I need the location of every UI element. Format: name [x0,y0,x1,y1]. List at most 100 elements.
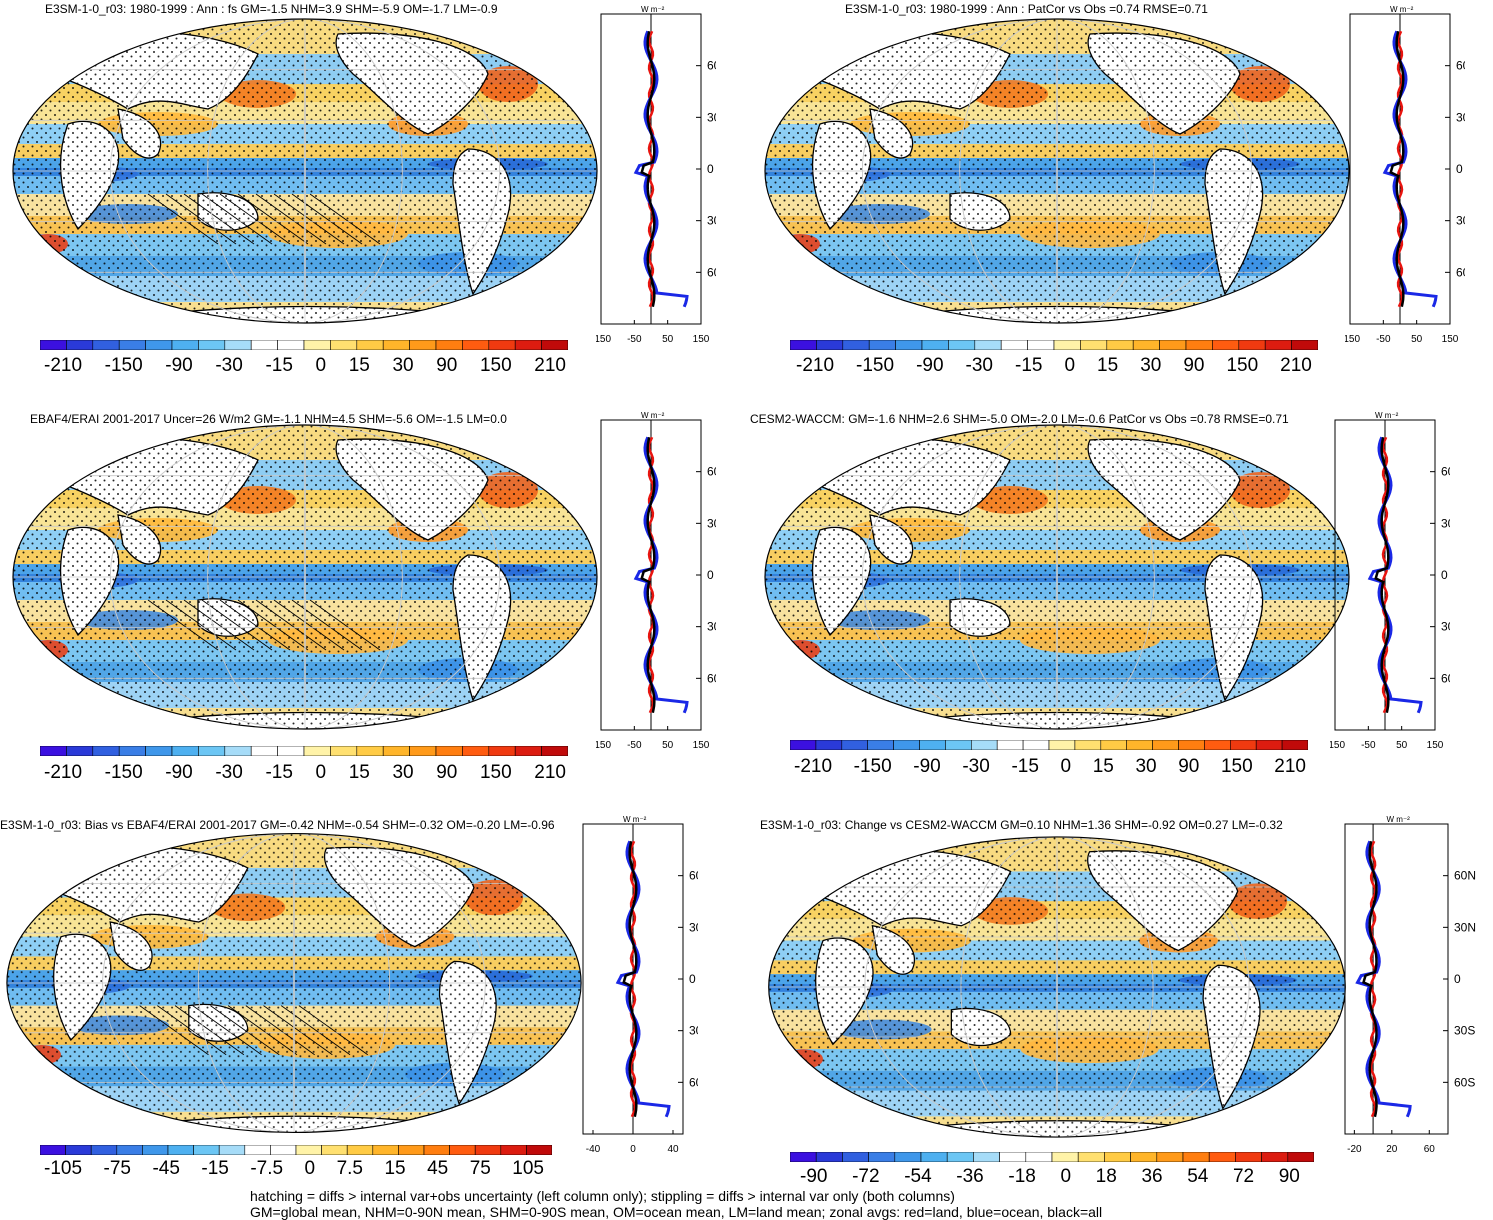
colorbar-swatch [1255,740,1283,750]
colorbar-label: 210 [1280,355,1312,376]
graticule-line [207,425,403,729]
colorbar-swatch [198,340,226,350]
zonal-lat-label: 0 [707,568,714,582]
colorbar-swatch [1264,340,1292,350]
colorbar-label: 0 [315,355,327,376]
colorbar-swatch [118,746,146,756]
colorbar-swatch [303,746,331,756]
colorbar-swatch [514,340,542,350]
zonal-all-line [640,436,656,714]
zonal-lat-label: 60S [1454,1075,1475,1089]
zonal-land-line [1369,840,1377,1118]
colorbar-label: -90 [165,762,193,783]
colorbar-labels-4: -210 -150 -90 -30 -15 0 15 30 90 150 210 [794,756,1306,778]
colorbar-swatch [118,340,146,350]
colorbar-swatch [40,746,67,756]
zonal-lat-label: 30S [689,1024,698,1038]
zonal-unit-label: W m⁻² [1390,5,1414,14]
zonal-lat-label: 30N [707,110,716,124]
colorbar-labels-5: -105 -75 -45 -15 -7.5 0 7.5 15 45 75 105 [44,1158,544,1180]
graticule-line [304,19,306,323]
colorbar-swatch [270,1145,297,1155]
hatching-line [183,193,255,245]
colorbar-swatch [895,340,923,350]
colorbar-swatch [90,1145,118,1155]
colorbar-swatch [1106,340,1134,350]
colorbar-label: 90 [1278,1166,1300,1187]
hatching-line [147,599,219,651]
colorbar-label: 30 [392,355,414,376]
colorbar-swatch [1104,1152,1131,1162]
colorbar-label: 210 [534,762,566,783]
colorbar-swatch [514,746,542,756]
hatching-line [147,193,219,245]
colorbar-swatch [1074,740,1102,750]
colorbar-swatch [842,340,870,350]
colorbar-label: 75 [469,1158,491,1179]
colorbar-swatch [66,340,94,350]
colorbar-swatch [277,340,305,350]
graticule-line [1056,425,1058,729]
colorbar-4 [790,740,1308,750]
colorbar-label: -90 [913,756,941,777]
hatching-line [309,193,381,245]
colorbar-label: 30 [1135,756,1157,777]
map-panel-4 [764,424,1350,730]
zonal-lat-label: 60N [689,869,698,883]
map-border [764,18,1350,324]
colorbar-swatch [382,340,410,350]
zonal-x-label: 60 [1424,1144,1436,1155]
graticule-line [109,425,501,729]
map-field [765,19,1349,323]
graticule-line [864,836,1250,1138]
zonal-lat-label: 30N [1441,516,1450,530]
map-panel-2 [764,18,1350,324]
colorbar-swatch [500,1145,527,1155]
colorbar-label: -150 [856,355,895,376]
zonal-ocean-line [633,436,689,714]
colorbar-label: 150 [1226,355,1259,376]
colorbar-swatch [1235,1152,1262,1162]
hatching-line [219,193,291,245]
colorbar-swatch [541,340,568,350]
zonal-x-label: 50 [662,334,674,345]
colorbar-swatch [488,746,516,756]
hatching-line [227,1005,298,1056]
graticule-line [959,19,1155,323]
colorbar-label: 30 [392,762,414,783]
colorbar-label: -90 [165,355,193,376]
zonal-lat-label: 0 [1454,972,1461,986]
colorbar-swatch [971,740,998,750]
colorbar-label: -90 [800,1166,828,1187]
colorbar-label: -54 [904,1166,932,1187]
colorbar-swatch [1185,340,1213,350]
colorbar-label: 210 [1274,756,1306,777]
colorbar-swatch [193,1145,220,1155]
zonal-x-label: -150 [596,334,611,345]
colorbar-swatch [816,340,844,350]
colorbar-swatch [198,746,226,756]
colorbar-swatch [277,746,305,756]
zonal-land-line [1396,30,1404,308]
colorbar-swatch [1080,340,1108,350]
zonal-land-line [629,840,637,1118]
zonal-lat-label: 30S [1456,214,1465,228]
colorbar-swatch [1261,1152,1289,1162]
colorbar-label: -45 [152,1158,180,1179]
colorbar-swatch [167,1145,194,1155]
colorbar-label: -150 [104,762,143,783]
colorbar-swatch [526,1145,552,1155]
map-border [12,424,598,730]
colorbar-label: 150 [1220,756,1253,777]
colorbar-swatch [815,1152,843,1162]
graticule-line [197,833,391,1133]
hatching-line [157,1005,227,1056]
colorbar-label: -210 [796,355,835,376]
zonal-unit-label: W m⁻² [623,815,647,824]
colorbar-label: -15 [201,1158,229,1179]
zonal-lat-label: 30S [1454,1024,1475,1038]
colorbar-label: -15 [1011,756,1039,777]
graticule-line [861,19,1253,323]
graticule-line [304,425,306,729]
hatching-line [255,599,327,651]
